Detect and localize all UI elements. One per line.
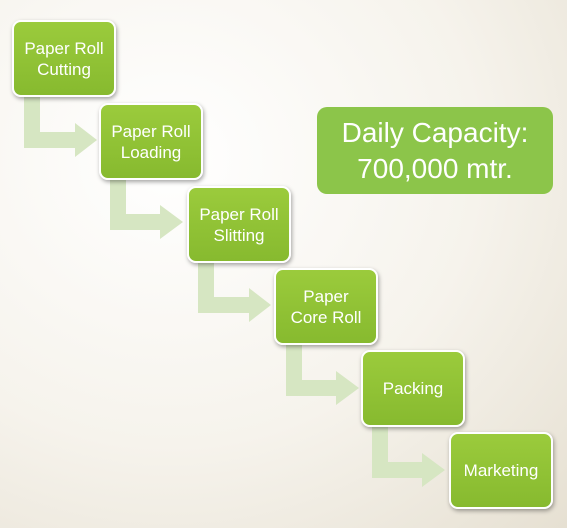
step-paper-core-roll: Paper Core Roll	[274, 268, 378, 345]
step-paper-roll-slitting: Paper Roll Slitting	[187, 186, 291, 263]
daily-capacity-box: Daily Capacity: 700,000 mtr.	[317, 107, 553, 194]
capacity-title: Daily Capacity:	[341, 116, 529, 148]
arrow-core-roll-to-packing	[286, 344, 359, 405]
capacity-value: 700,000 mtr.	[357, 152, 513, 184]
arrow-loading-to-slitting	[110, 178, 183, 239]
step-paper-roll-cutting: Paper Roll Cutting	[12, 20, 116, 97]
arrow-slitting-to-core-roll	[198, 261, 271, 322]
step-marketing: Marketing	[449, 432, 553, 509]
arrow-cutting-to-loading	[24, 95, 97, 157]
step-packing: Packing	[361, 350, 465, 427]
step-paper-roll-loading: Paper Roll Loading	[99, 103, 203, 180]
arrow-packing-to-marketing	[372, 427, 445, 487]
